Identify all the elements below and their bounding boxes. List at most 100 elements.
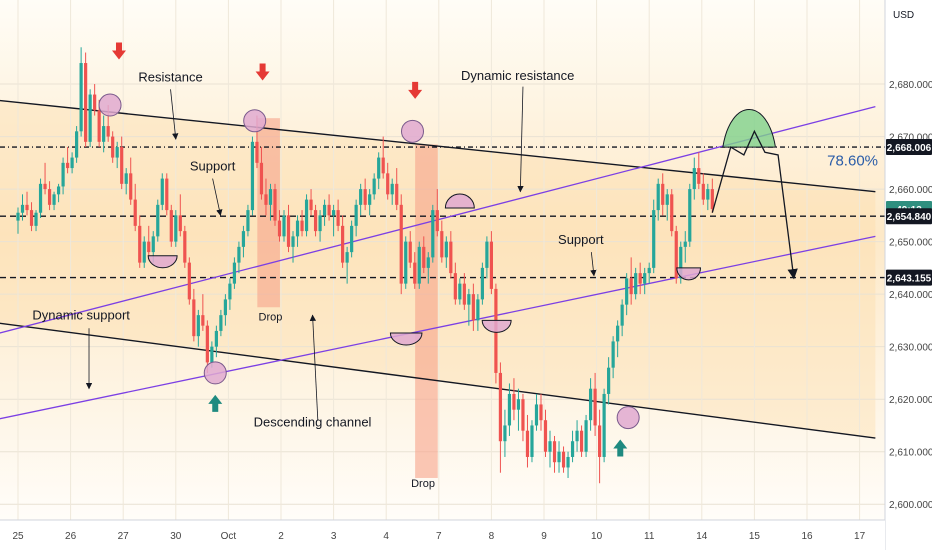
- touch-circle: [243, 109, 267, 133]
- candle-body: [295, 220, 300, 237]
- candle-body: [534, 404, 539, 426]
- candle-body: [291, 236, 295, 247]
- projection: [711, 109, 798, 280]
- annotation-label: Resistance: [138, 69, 202, 84]
- candle-body: [115, 147, 119, 158]
- candle-body: [697, 168, 701, 184]
- candle-body: [327, 204, 331, 216]
- candle-body: [124, 173, 128, 184]
- candle-body: [647, 267, 651, 274]
- candle-body: [160, 178, 164, 205]
- annotation-leader: [517, 86, 524, 193]
- markers: [98, 42, 701, 457]
- candle-body: [679, 246, 683, 279]
- candle-body: [440, 231, 444, 258]
- candle-body: [228, 283, 232, 300]
- candle-body: [264, 194, 268, 205]
- candle-body: [304, 199, 309, 232]
- x-tick-label: 17: [854, 531, 866, 542]
- candle-body: [516, 399, 521, 410]
- candle-body: [332, 210, 336, 216]
- candle-body: [692, 168, 696, 190]
- candle-body: [462, 283, 466, 305]
- candle-body: [710, 189, 714, 210]
- candle-body: [147, 241, 151, 253]
- candle-body: [417, 246, 421, 284]
- candle-body: [584, 420, 588, 452]
- x-tick-label: 7: [436, 531, 442, 542]
- candle-body: [84, 63, 88, 142]
- price-tag-label: 2,668.006: [887, 143, 932, 154]
- candle-body: [467, 294, 471, 305]
- candle-body: [52, 194, 56, 205]
- candle-body: [561, 451, 566, 468]
- candle-body: [97, 110, 101, 142]
- annotation-leader: [590, 252, 597, 277]
- currency-label: USD: [893, 10, 914, 21]
- candle-body: [223, 299, 227, 316]
- y-tick-label: 2,610.000: [889, 448, 932, 459]
- candle-body: [111, 136, 115, 158]
- candle-body: [656, 183, 660, 211]
- candle-body: [557, 451, 561, 463]
- price-tag-bg: [886, 208, 932, 225]
- candle-body: [543, 420, 548, 452]
- candle-body: [521, 399, 525, 431]
- x-tick-label: 9: [541, 531, 547, 542]
- y-tick-label: 2,600.000: [889, 500, 932, 511]
- price-tag-label: 2,654.840: [887, 212, 932, 223]
- candle-body: [607, 367, 611, 394]
- x-tick-label: 11: [644, 531, 655, 542]
- candle-body: [25, 204, 29, 211]
- candle-body: [255, 141, 259, 163]
- candle-body: [75, 131, 79, 158]
- candle-body: [503, 425, 507, 442]
- x-tick-label: 30: [170, 531, 182, 542]
- annotation-label: Drop: [411, 478, 435, 490]
- candle-body: [431, 210, 435, 258]
- candle-body: [201, 315, 205, 326]
- candle-body: [214, 330, 218, 347]
- price-tag-bg: [886, 269, 932, 286]
- candle-body: [129, 173, 133, 200]
- x-tick-label: 4: [383, 531, 389, 542]
- down-arrow-icon: [255, 63, 270, 81]
- candle-body: [359, 189, 363, 205]
- annotation-label: Support: [190, 159, 236, 174]
- x-tick-label: 14: [696, 531, 708, 542]
- candle-body: [525, 430, 530, 457]
- trend-line: [0, 235, 876, 420]
- candle-body: [165, 178, 169, 211]
- candle-body: [616, 325, 620, 342]
- candle-body: [426, 257, 430, 268]
- x-axis-bg: [0, 520, 885, 550]
- candle-body: [196, 315, 200, 337]
- x-axis[interactable]: 25 26 27 30 Oct 2 3 4 7 8 9 10 11 14 15 16 17: [0, 519, 885, 550]
- x-tick-label: 25: [12, 531, 24, 542]
- up-arrow-icon: [613, 439, 628, 457]
- drop-zone: [415, 144, 438, 478]
- candle-body: [259, 162, 264, 195]
- candle-body: [43, 183, 47, 190]
- y-tick-label: 2,630.000: [889, 343, 932, 354]
- x-tick-label: 26: [65, 531, 77, 542]
- annotation-label: Descending channel: [254, 415, 372, 430]
- candle-body: [70, 157, 74, 169]
- candle-body: [625, 278, 629, 305]
- down-arrow-icon: [408, 81, 423, 99]
- candle-body: [219, 315, 223, 331]
- candle-body: [156, 204, 160, 237]
- candle-body: [575, 430, 579, 442]
- candle-body: [458, 283, 462, 300]
- candle-body: [250, 141, 255, 211]
- candle-body: [368, 194, 372, 205]
- candle-body: [395, 183, 399, 205]
- candle-body: [688, 189, 692, 242]
- candle-body: [120, 147, 124, 184]
- reject-arc: [444, 193, 475, 209]
- down-arrow-icon: [111, 42, 126, 60]
- candle-body: [273, 189, 277, 221]
- touch-circle: [401, 119, 424, 143]
